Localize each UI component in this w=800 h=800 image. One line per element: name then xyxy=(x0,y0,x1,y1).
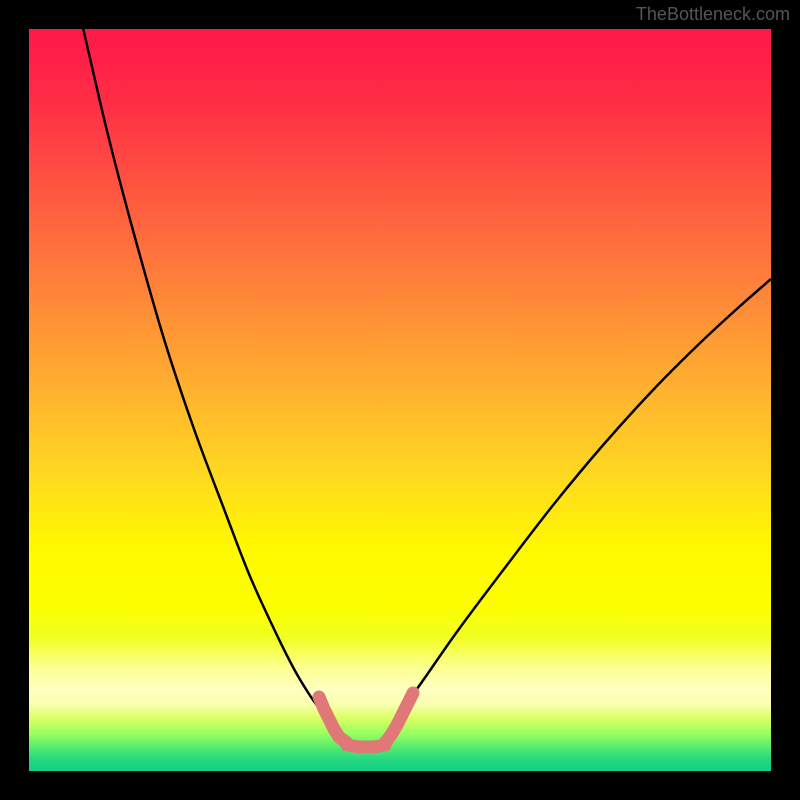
plot-area xyxy=(29,29,771,771)
watermark-text: TheBottleneck.com xyxy=(636,4,790,25)
marker-left xyxy=(319,697,347,743)
curve-layer xyxy=(29,29,771,771)
curve-left xyxy=(81,29,329,721)
marker-right xyxy=(385,693,413,743)
curve-right xyxy=(394,279,771,721)
